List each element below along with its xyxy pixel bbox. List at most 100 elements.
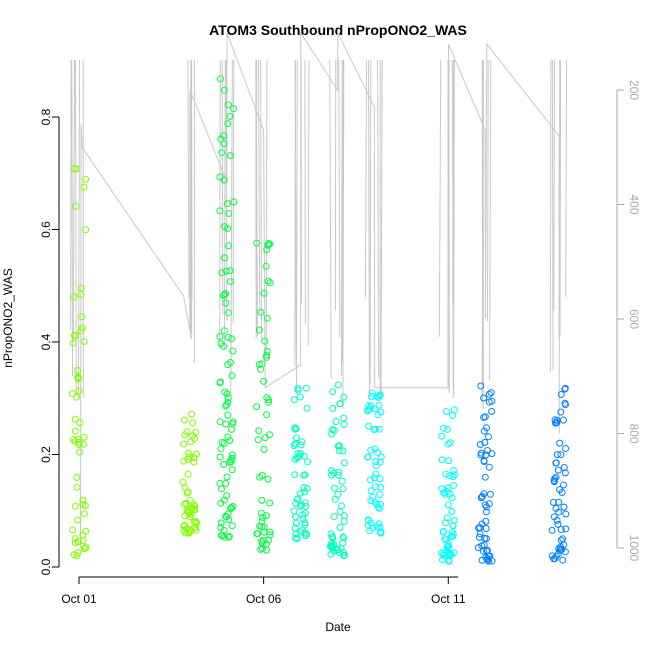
data-point [480,414,488,421]
data-point [228,466,236,474]
data-point [552,459,560,467]
profile-vertical [453,59,455,394]
data-point [562,445,570,452]
data-point [331,484,338,492]
data-point [229,105,237,113]
data-point [225,210,233,217]
data-point [216,333,224,341]
data-point [364,521,372,529]
data-point [298,438,306,446]
data-point [220,327,228,335]
data-point [438,485,446,493]
data-point [226,278,234,285]
data-point [76,419,84,427]
data-point [296,393,304,401]
data-point [227,359,234,366]
data-point [263,411,271,419]
data-point [376,491,384,498]
data-point [443,514,451,522]
data-point [376,524,384,531]
data-point [81,502,89,509]
profile-vertical [341,59,344,362]
data-point [553,451,561,459]
data-point [71,427,79,435]
data-point [72,202,80,210]
data-point [341,551,348,559]
data-point [375,425,383,433]
data-point [257,545,265,553]
data-point [228,522,236,530]
data-point [266,528,274,536]
data-point [476,441,484,448]
profile-vertical [230,59,233,396]
data-point [482,508,490,516]
data-point [483,503,491,511]
data-point [549,498,557,506]
data-point [191,524,199,532]
data-point [451,471,459,479]
data-point [263,353,270,361]
data-point [483,546,491,554]
data-point [190,458,198,466]
data-point [374,503,382,511]
data-point [439,528,447,536]
data-point [372,470,380,478]
data-point [290,396,298,404]
data-point [481,473,489,481]
data-point [180,440,187,448]
data-point [301,509,309,517]
data-point [80,433,88,441]
data-point [443,550,451,558]
data-point [376,392,384,400]
data-point [488,450,496,458]
data-point [223,473,231,481]
data-point [441,490,449,498]
data-point [474,544,482,552]
data-point [340,420,348,428]
data-point [291,471,299,479]
data-point [74,549,82,557]
data-point [450,406,458,414]
data-point [191,502,199,510]
profile-vertical [74,59,77,397]
data-point [256,365,264,373]
data-point [224,120,232,128]
data-point [223,200,231,208]
data-point [221,388,229,396]
profile-vertical [364,59,368,298]
data-point [488,408,496,415]
data-point [74,367,82,374]
data-point [557,545,565,553]
data-point [179,478,187,486]
data-point [365,406,373,414]
data-point [551,416,559,424]
data-point [555,498,563,506]
data-point [552,473,560,481]
data-point [478,520,486,528]
data-point [82,543,90,551]
data-point [292,519,300,527]
data-point [72,332,80,339]
data-point [367,497,375,505]
data-point [217,519,225,527]
data-point [190,454,198,462]
data-point [183,507,191,515]
data-point [70,551,78,559]
data-point [327,542,335,550]
data-point [560,481,567,489]
data-point [218,149,226,157]
data-point [81,545,89,552]
data-point [296,489,304,497]
data-point [478,492,486,500]
data-point [223,492,231,500]
data-point [448,494,456,502]
data-point [339,447,347,455]
data-point [485,390,493,398]
data-point [440,424,447,432]
data-point [557,536,565,544]
profile-vertical [367,59,370,399]
data-point [301,519,309,527]
data-point [449,522,457,530]
data-point [302,502,310,510]
data-point [550,477,558,485]
